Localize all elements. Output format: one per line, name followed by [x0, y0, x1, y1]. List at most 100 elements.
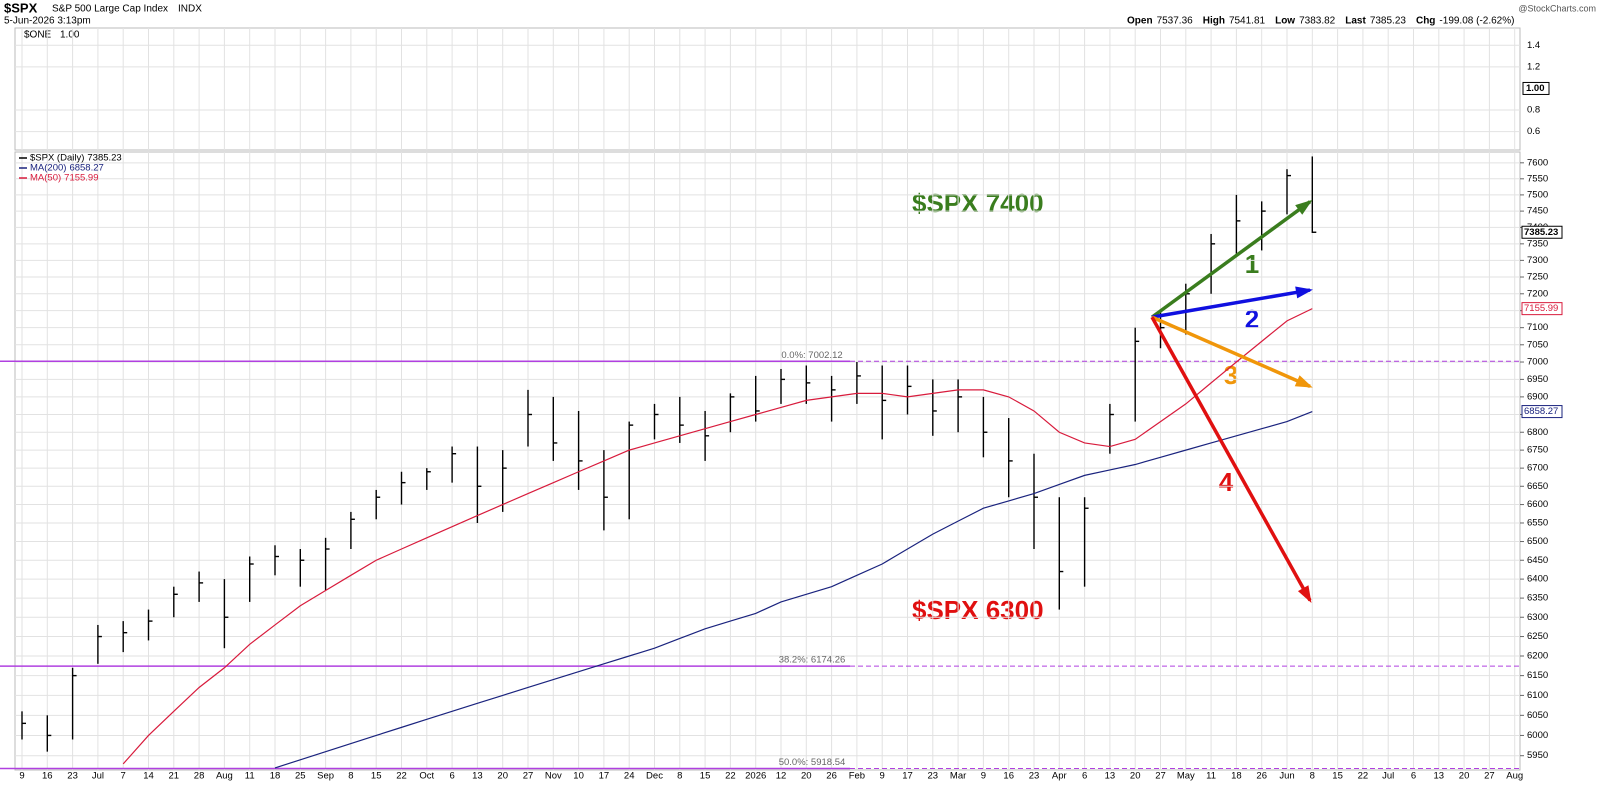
x-tick-label: 8 — [348, 771, 353, 782]
last-value-box — [1521, 405, 1563, 419]
x-tick-label: 13 — [472, 771, 483, 782]
index-name: S&P 500 Large Cap Index — [52, 4, 168, 15]
x-tick-label: 27 — [1484, 771, 1495, 782]
quote-label: Last — [1345, 16, 1366, 27]
x-tick-label: Sep — [317, 771, 334, 782]
x-tick-label: 26 — [826, 771, 837, 782]
x-tick-label: 17 — [902, 771, 913, 782]
annotation: $SPX 7400 — [912, 188, 1044, 218]
quote-label: High — [1203, 16, 1225, 27]
value-box — [1522, 81, 1550, 95]
y-tick-label: 6100 — [1527, 690, 1548, 701]
x-tick-label: 27 — [1155, 771, 1166, 782]
quote-label: Open — [1127, 16, 1153, 27]
x-tick-label: 28 — [194, 771, 205, 782]
quote: Open 7537.36 High 7541.81 Low 7383.82 Last 7385… — [1127, 16, 1514, 27]
x-tick-label: Aug — [1506, 771, 1523, 782]
x-tick-label: 9 — [19, 771, 24, 782]
last-value-box — [1521, 302, 1563, 316]
credit: @StockCharts.com — [1518, 3, 1596, 13]
x-tick-label: 12 — [776, 771, 787, 782]
x-tick-label: 9 — [981, 771, 986, 782]
y-tick-label: 0.8 — [1527, 105, 1540, 116]
quote-value: 7383.82 — [1299, 16, 1336, 27]
x-tick-label: Nov — [545, 771, 562, 782]
y-tick-label: 6550 — [1527, 517, 1548, 528]
x-tick-label: 11 — [245, 771, 255, 782]
y-tick-label: 6800 — [1527, 427, 1548, 438]
y-tick-label: 0.6 — [1527, 126, 1540, 137]
x-tick-label: 17 — [599, 771, 610, 782]
x-tick-label: 15 — [700, 771, 711, 782]
x-tick-label: 15 — [1332, 771, 1343, 782]
x-tick-label: 20 — [801, 771, 812, 782]
x-tick-label: May — [1177, 771, 1195, 782]
y-tick-label: 6300 — [1527, 612, 1548, 623]
y-tick-label: 7300 — [1527, 255, 1548, 266]
x-tick-label: 14 — [143, 771, 154, 782]
x-tick-label: 23 — [67, 771, 78, 782]
legend-label: MA(50) — [30, 173, 61, 184]
legend-value: 7155.99 — [64, 173, 98, 184]
x-tick-label: 16 — [1003, 771, 1014, 782]
arrow-head — [1294, 375, 1313, 388]
value-box-label: 1.00 — [1526, 83, 1545, 94]
x-tick-label: Dec — [646, 771, 663, 782]
x-tick-label: 21 — [169, 771, 180, 782]
x-tick-label: Jul — [92, 771, 104, 782]
ma-line — [122, 308, 1313, 765]
x-tick-label: 16 — [42, 771, 53, 782]
date: 5-Jun-2026 3:13pm — [4, 16, 91, 27]
x-tick-label: 18 — [1231, 771, 1242, 782]
y-tick-label: 7100 — [1527, 322, 1548, 333]
x-tick-label: Oct — [419, 771, 434, 782]
x-tick-label: 8 — [677, 771, 682, 782]
symbol: $SPX — [4, 0, 38, 15]
last-value-label: 6858.27 — [1524, 406, 1558, 417]
fib-label: 0.0%: 7002.12 — [781, 350, 842, 361]
x-tick-label: Jun — [1279, 771, 1294, 782]
legend-label: MA(200) — [30, 163, 66, 174]
y-tick-label: 7450 — [1527, 206, 1548, 217]
arrow-head — [1297, 585, 1312, 604]
x-tick-label: Aug — [216, 771, 233, 782]
main-panel-frame — [14, 151, 1521, 771]
y-tick-label: 6450 — [1527, 555, 1548, 566]
x-tick-label: 7 — [121, 771, 126, 782]
arrow-head — [1295, 286, 1313, 299]
y-tick-label: 6750 — [1527, 445, 1548, 456]
y-tick-label: 7500 — [1527, 189, 1548, 200]
arrow — [1150, 316, 1312, 602]
x-tick-label: 13 — [1105, 771, 1116, 782]
quote-value: 7541.81 — [1229, 16, 1266, 27]
quote-value: 7385.23 — [1370, 16, 1407, 27]
y-tick-label: 6250 — [1527, 631, 1548, 642]
x-tick-label: 2026 — [745, 771, 766, 782]
arrow — [1150, 200, 1312, 319]
y-tick-label: 6200 — [1527, 651, 1548, 662]
y-tick-label: 6000 — [1527, 730, 1548, 741]
y-tick-label: 7050 — [1527, 339, 1548, 350]
y-tick-label: 6900 — [1527, 391, 1548, 402]
x-tick-label: 15 — [371, 771, 382, 782]
y-tick-label: 7600 — [1527, 157, 1548, 168]
x-tick-label: 27 — [523, 771, 534, 782]
fib-label: 38.2%: 6174.26 — [779, 655, 846, 666]
arrow-label: 3 — [1224, 360, 1238, 390]
y-tick-label: 7350 — [1527, 238, 1548, 249]
x-tick-label: 25 — [295, 771, 306, 782]
x-tick-label: 6 — [1411, 771, 1416, 782]
y-tick-label: 6950 — [1527, 374, 1548, 385]
y-tick-label: 1.2 — [1527, 61, 1540, 72]
arrow-label: 1 — [1245, 249, 1259, 279]
x-tick-label: 13 — [1434, 771, 1445, 782]
x-tick-label: 22 — [396, 771, 407, 782]
y-tick-label: 6400 — [1527, 574, 1548, 585]
quote-label: Chg — [1416, 16, 1435, 27]
last-value-label: 7385.23 — [1524, 227, 1558, 238]
y-tick-label: 5950 — [1527, 750, 1548, 761]
top-panel-legend: $ONE — [24, 30, 52, 41]
arrow-label: 4 — [1219, 467, 1234, 497]
